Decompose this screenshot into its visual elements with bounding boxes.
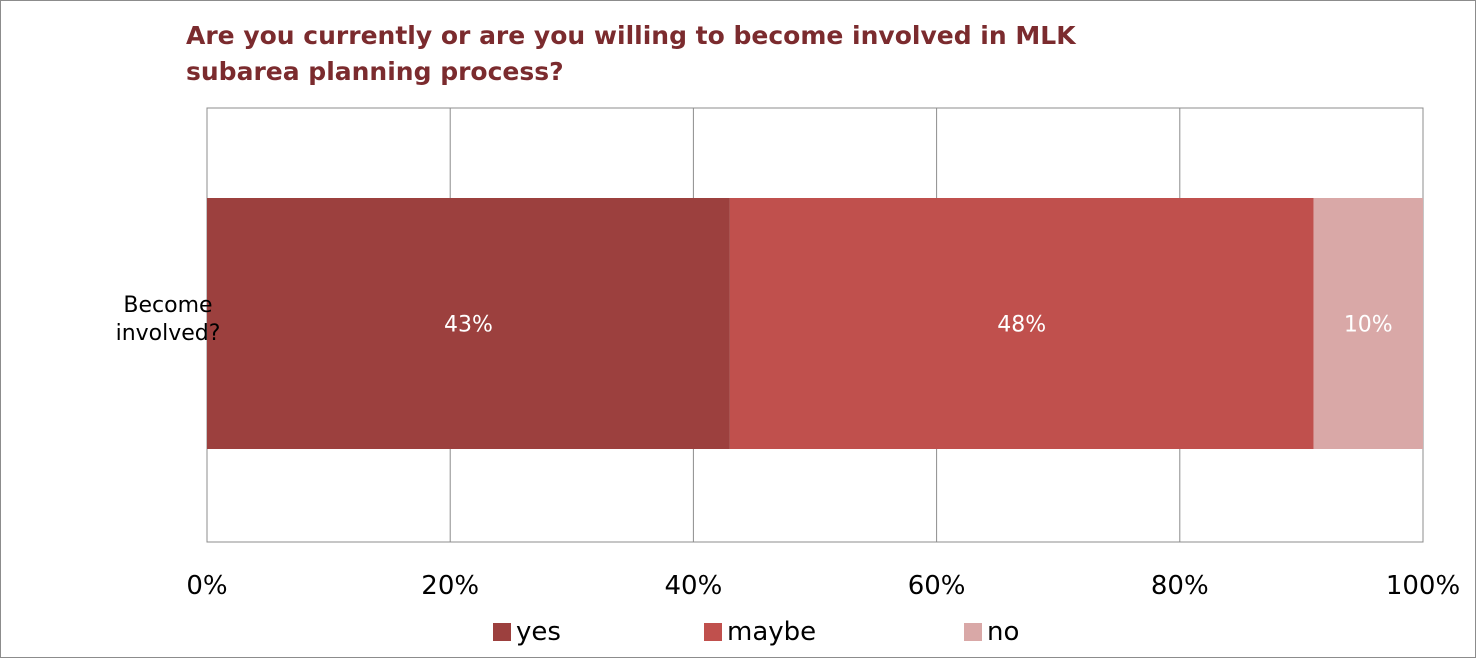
legend-item-maybe: maybe: [704, 612, 816, 652]
legend-label-no: no: [987, 617, 1020, 647]
legend-item-yes: yes: [493, 612, 561, 652]
legend-item-no: no: [964, 612, 1019, 652]
data-label-yes: 43%: [444, 313, 493, 338]
bar-no: [1313, 198, 1423, 449]
data-label-maybe: 48%: [997, 313, 1046, 338]
bar-maybe: [729, 198, 1314, 449]
y-category-label: Become involved?: [116, 293, 221, 346]
legend-swatch-no: [964, 623, 982, 641]
x-tick-label: 20%: [421, 571, 479, 601]
x-tick-label: 100%: [1386, 571, 1460, 601]
data-labels: 43% 48% 10%: [444, 313, 1393, 338]
x-tick-label: 40%: [665, 571, 723, 601]
legend: yes maybe no: [0, 612, 1478, 652]
data-label-no: 10%: [1344, 313, 1393, 338]
bar-chart: 43% 48% 10% 0% 20% 40% 60% 80% 100% Become involv…: [116, 107, 1461, 601]
legend-label-yes: yes: [516, 617, 561, 647]
legend-swatch-yes: [493, 623, 511, 641]
bars: [207, 198, 1423, 449]
x-tick-label: 80%: [1151, 571, 1209, 601]
chart-title: Are you currently or are you willing to …: [186, 21, 1076, 86]
legend-swatch-maybe: [704, 623, 722, 641]
bar-yes: [207, 198, 730, 449]
legend-label-maybe: maybe: [727, 617, 817, 647]
axes: 0% 20% 40% 60% 80% 100% Become involved?: [116, 293, 1461, 601]
x-tick-label: 60%: [908, 571, 966, 601]
x-tick-label: 0%: [186, 571, 227, 601]
